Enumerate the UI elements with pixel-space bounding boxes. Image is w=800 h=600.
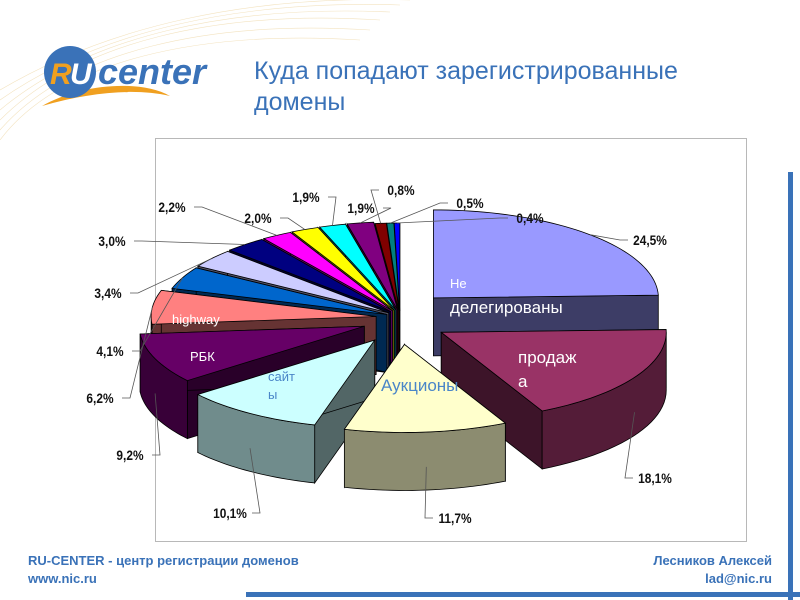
footer-website-link[interactable]: www.nic.ru: [28, 571, 97, 586]
pie-slice-top: [386, 222, 400, 312]
inner-label-ne: Не: [450, 276, 467, 291]
value-label: 1,9%: [347, 200, 375, 216]
value-label: 0,8%: [387, 182, 415, 198]
ru-center-logo: R U center: [42, 46, 208, 106]
pie-slice: [343, 343, 507, 491]
pie-slice-top: [139, 325, 365, 382]
svg-text:center: center: [98, 51, 208, 92]
pie-slice-top: [196, 250, 389, 314]
inner-label-rbk: РБК: [190, 349, 215, 364]
value-label: 0,5%: [456, 195, 484, 211]
leader-line: [132, 277, 183, 352]
leader-line: [134, 240, 246, 245]
pie-slice: [196, 338, 376, 485]
value-label: 3,4%: [94, 285, 122, 301]
footer-org: RU-CENTER - центр регистрации доменов: [28, 553, 299, 568]
svg-text:R: R: [50, 58, 72, 91]
inner-label-prodazha-end: а: [518, 372, 528, 391]
pie-slice-top: [433, 209, 659, 299]
value-label: 2,2%: [158, 199, 186, 215]
pie-slice-top: [228, 239, 391, 312]
leader-line: [390, 202, 448, 224]
svg-text:U: U: [70, 58, 93, 91]
pie-slice-top: [440, 329, 667, 412]
value-label: 18,1%: [638, 470, 672, 486]
value-label: 24,5%: [633, 232, 667, 248]
footer-author: Лесников Алексей: [653, 553, 772, 568]
value-label: 6,2%: [86, 390, 114, 406]
title-line-1: Куда попадают зарегистрированные: [254, 57, 678, 85]
leader-line: [624, 412, 635, 479]
leader-line: [370, 189, 382, 224]
leader-line: [122, 307, 153, 399]
pie-slice-top: [196, 339, 376, 426]
footer-left: RU-CENTER - центр регистрации доменов ww…: [28, 552, 299, 588]
value-label: 0,4%: [516, 210, 544, 226]
pie-slice-top: [374, 222, 400, 312]
leader-line: [328, 196, 337, 226]
leader-line: [152, 393, 161, 456]
pie-slice: [440, 329, 667, 470]
value-label: 3,0%: [98, 233, 126, 249]
value-label: 9,2%: [116, 447, 144, 463]
leader-line: [194, 206, 277, 236]
leader-line: [130, 258, 212, 294]
leader-line: [589, 234, 628, 241]
leader-line: [249, 448, 261, 514]
pie-slice-top: [318, 223, 397, 311]
pie-slice-top: [343, 343, 507, 433]
leader-line: [424, 466, 433, 519]
inner-label-prodazha: продаж: [518, 348, 577, 367]
pie-slice-top: [262, 231, 393, 312]
leader-line: [280, 217, 306, 230]
accent-bar-vertical: [788, 172, 793, 600]
leader-line: [397, 217, 508, 224]
accent-bar-horizontal: [246, 592, 800, 597]
value-label: 2,0%: [244, 210, 272, 226]
inner-label-auktsiony: Аукционы: [381, 376, 459, 395]
inner-label-sayty: сайты: [268, 369, 295, 402]
page-title: Куда попадают зарегистрированные домены: [254, 56, 774, 118]
title-line-2: домены: [254, 88, 346, 116]
leader-line: [360, 207, 392, 224]
value-label: 1,9%: [292, 189, 320, 205]
inner-label-highway: highway: [172, 312, 220, 327]
footer-email-link[interactable]: lad@nic.ru: [705, 571, 772, 586]
value-label: 4,1%: [96, 343, 124, 359]
pie-slice-wall: [343, 422, 506, 491]
inner-label-delegirovany: делегированы: [450, 298, 563, 317]
footer-right: Лесников Алексей lad@nic.ru: [653, 552, 772, 588]
value-label: 11,7%: [438, 510, 472, 526]
value-label: 10,1%: [213, 505, 247, 521]
